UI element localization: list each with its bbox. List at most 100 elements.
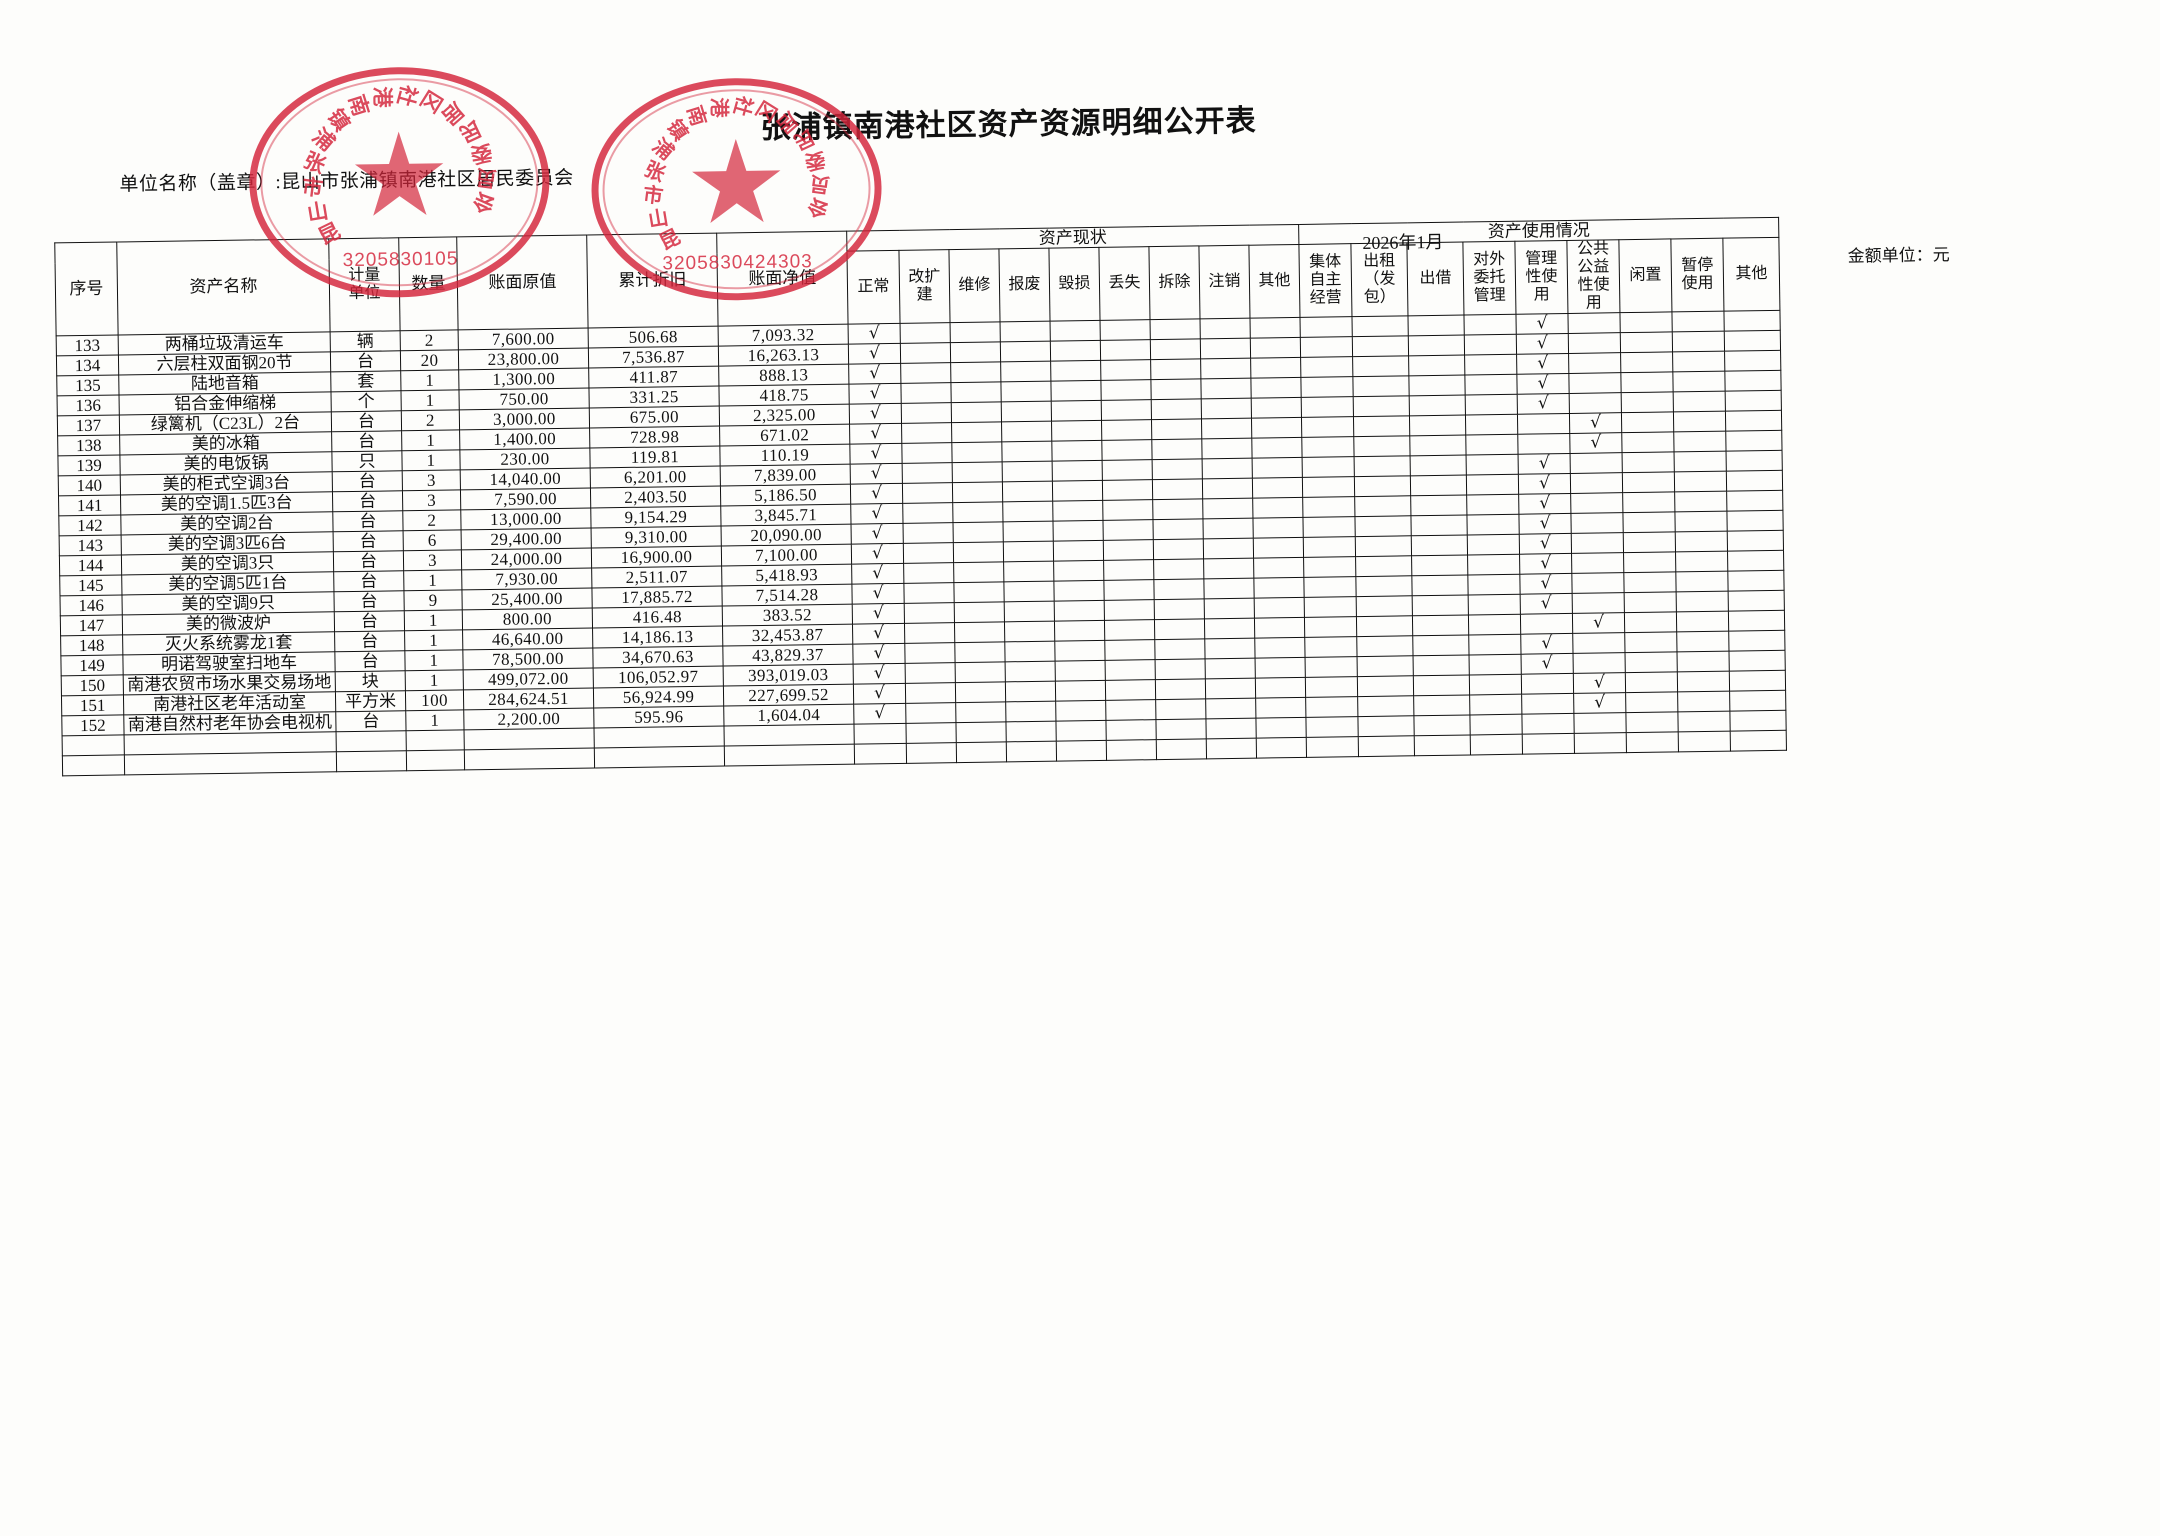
cell-status-7 — [1202, 458, 1253, 479]
cell-usage-1 — [1357, 696, 1414, 717]
cell-original-value: 230.00 — [459, 447, 591, 470]
cell-empty — [1056, 740, 1107, 762]
cell-status-7 — [1200, 377, 1252, 399]
cell-usage-6 — [1622, 471, 1675, 493]
cell-usage-7 — [1672, 330, 1725, 352]
cell-usage-3 — [1469, 694, 1522, 716]
cell-usage-7 — [1675, 551, 1728, 572]
cell-status-4 — [1051, 420, 1102, 441]
cell-empty — [1006, 741, 1057, 763]
cell-usage-0 — [1304, 616, 1357, 638]
cell-accum-depreciation: 16,900.00 — [591, 546, 722, 569]
cell-status-0: √ — [853, 663, 906, 685]
cell-usage-8 — [1724, 330, 1781, 351]
cell-status-5 — [1102, 499, 1153, 521]
cell-net-value: 2,325.00 — [719, 403, 850, 426]
cell-usage-8 — [1727, 550, 1784, 572]
cell-usage-8 — [1725, 430, 1783, 452]
cell-status-1 — [905, 682, 956, 704]
cell-status-5 — [1101, 419, 1152, 441]
cell-accum-depreciation: 416.48 — [592, 606, 723, 629]
cell-usage-5 — [1570, 492, 1623, 514]
cell-unit: 台 — [332, 510, 404, 532]
cell-asset-name: 南港社区老年活动室 — [123, 692, 336, 716]
cell-usage-5 — [1570, 512, 1624, 534]
cell-original-value: 7,930.00 — [461, 568, 592, 590]
cell-usage-5 — [1571, 532, 1624, 554]
col-header-status-0: 正常 — [846, 250, 901, 324]
cell-status-1 — [901, 422, 952, 444]
cell-qty: 100 — [405, 690, 464, 712]
cell-status-2 — [950, 341, 1001, 363]
cell-usage-1 — [1351, 315, 1409, 337]
cell-unit: 个 — [330, 390, 402, 412]
cell-net-value: 7,839.00 — [720, 464, 851, 486]
cell-unit: 台 — [331, 410, 402, 432]
cell-empty — [1521, 713, 1575, 735]
cell-accum-depreciation: 119.81 — [589, 445, 721, 468]
cell-seq: 150 — [61, 675, 124, 697]
cell-usage-7 — [1671, 310, 1725, 332]
cell-status-3 — [1005, 701, 1056, 723]
cell-empty — [1358, 736, 1415, 757]
cell-usage-2 — [1412, 615, 1469, 636]
cell-usage-8 — [1726, 510, 1784, 532]
cell-status-4 — [1053, 540, 1104, 562]
cell-status-3 — [1004, 601, 1055, 622]
cell-usage-7 — [1675, 571, 1729, 592]
cell-usage-4 — [1521, 693, 1574, 715]
cell-status-8 — [1254, 617, 1305, 639]
cell-original-value: 24,000.00 — [461, 547, 592, 570]
cell-status-6 — [1154, 598, 1205, 620]
cell-usage-0 — [1301, 396, 1354, 418]
cell-original-value: 2,200.00 — [463, 708, 595, 731]
cell-qty: 3 — [402, 469, 461, 491]
cell-usage-8 — [1727, 530, 1784, 552]
cell-status-6 — [1155, 659, 1206, 680]
cell-seq: 142 — [58, 514, 122, 536]
cell-original-value: 1,300.00 — [458, 367, 589, 390]
cell-status-5 — [1105, 679, 1156, 701]
cell-usage-4: √ — [1517, 393, 1570, 415]
cell-status-0: √ — [851, 543, 904, 565]
cell-status-1 — [904, 642, 956, 664]
cell-qty: 1 — [401, 429, 460, 451]
cell-usage-1 — [1354, 475, 1411, 497]
cell-usage-3 — [1464, 373, 1518, 395]
cell-accum-depreciation: 675.00 — [589, 405, 720, 428]
cell-usage-5 — [1568, 332, 1621, 354]
cell-empty — [906, 742, 957, 764]
cell-usage-3 — [1465, 414, 1518, 435]
col-header-qty: 数量 — [398, 236, 459, 331]
cell-empty — [336, 751, 407, 773]
cell-net-value: 383.52 — [722, 604, 853, 627]
amount-unit-label: 金额单位：元 — [1847, 245, 1950, 266]
cell-status-8 — [1251, 397, 1302, 418]
cell-status-5 — [1100, 379, 1152, 401]
cell-seq: 148 — [60, 635, 123, 657]
cell-accum-depreciation: 6,201.00 — [590, 465, 721, 488]
cell-empty — [594, 746, 725, 769]
cell-status-5 — [1102, 479, 1153, 501]
cell-accum-depreciation: 506.68 — [588, 325, 719, 348]
cell-seq: 147 — [60, 615, 123, 636]
cell-status-1 — [905, 702, 956, 724]
cell-usage-1 — [1356, 595, 1413, 617]
cell-status-3 — [1002, 501, 1053, 522]
col-header-status-4: 毁损 — [1048, 247, 1101, 321]
col-header-status-2: 维修 — [948, 248, 1001, 323]
cell-status-2 — [950, 361, 1001, 383]
cell-usage-6 — [1623, 531, 1676, 553]
cell-status-3 — [1000, 380, 1052, 402]
cell-status-1 — [900, 342, 951, 364]
table-body: 133 两桶垃圾清运车辆 2 7,600.00 506.68 7,093.32 √ √ 134 六… — [56, 309, 1787, 777]
cell-usage-6 — [1624, 632, 1677, 653]
cell-empty — [956, 742, 1007, 763]
col-header-usage-3: 对外 委托 管理 — [1462, 241, 1516, 315]
cell-usage-3 — [1469, 674, 1522, 696]
page-title: 张浦镇南港社区资产资源明细公开表 — [760, 104, 1257, 145]
cell-status-8 — [1253, 577, 1305, 599]
cell-usage-0 — [1302, 476, 1355, 498]
cell-usage-5: √ — [1572, 613, 1625, 634]
cell-seq: 133 — [56, 334, 119, 356]
